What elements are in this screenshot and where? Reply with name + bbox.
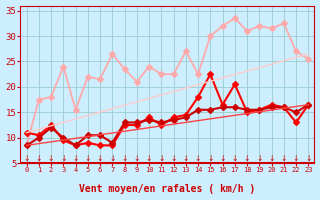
Text: ↓: ↓ [97, 154, 103, 163]
Text: ↓: ↓ [220, 154, 226, 163]
Text: ↓: ↓ [305, 154, 311, 163]
Text: ↓: ↓ [293, 154, 299, 163]
Text: ↓: ↓ [109, 154, 116, 163]
Text: ↓: ↓ [36, 154, 42, 163]
Text: ↓: ↓ [256, 154, 262, 163]
Text: ↓: ↓ [134, 154, 140, 163]
Text: ↓: ↓ [85, 154, 91, 163]
Text: ↓: ↓ [183, 154, 189, 163]
Text: ↓: ↓ [72, 154, 79, 163]
Text: ↓: ↓ [48, 154, 54, 163]
Text: ↓: ↓ [244, 154, 250, 163]
Text: ↓: ↓ [232, 154, 238, 163]
Text: ↓: ↓ [195, 154, 201, 163]
Text: ↓: ↓ [146, 154, 152, 163]
Text: ↓: ↓ [268, 154, 275, 163]
Text: ↓: ↓ [23, 154, 30, 163]
Text: ↓: ↓ [121, 154, 128, 163]
Text: ↓: ↓ [170, 154, 177, 163]
Text: ↓: ↓ [281, 154, 287, 163]
Text: ↓: ↓ [158, 154, 164, 163]
Text: ↓: ↓ [207, 154, 213, 163]
Text: ↓: ↓ [60, 154, 67, 163]
X-axis label: Vent moyen/en rafales ( km/h ): Vent moyen/en rafales ( km/h ) [79, 184, 256, 194]
